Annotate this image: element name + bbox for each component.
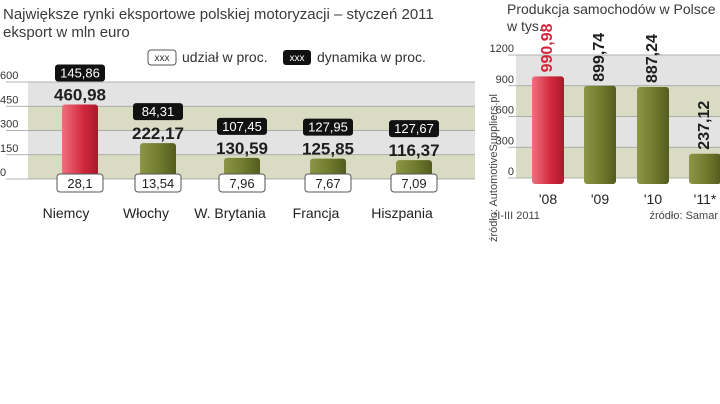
export-legend: xxx udział w proc. xxx dynamika w proc. xyxy=(147,49,426,66)
dynamics-box xyxy=(55,64,105,82)
dynamics-box xyxy=(217,117,267,135)
legend-dynamics-label: dynamika w proc. xyxy=(317,49,426,65)
export-chart-subtitle: eksport w mln euro xyxy=(3,24,130,41)
export-bars: 460,98 145,86 28,1 Niemcy 222,17 84,31 13,54 Wł… xyxy=(43,64,440,221)
category-label: Hiszpania xyxy=(371,205,433,221)
share-box xyxy=(56,173,104,193)
category-label: '10 xyxy=(644,191,662,207)
period-footnote: *I-III 2011 xyxy=(493,210,540,222)
y-tick-label: 900 xyxy=(496,74,514,86)
bar xyxy=(532,76,564,184)
production-chart-title: Produkcja samochodów w Polsce xyxy=(507,1,716,17)
dynamics-label: 127,67 xyxy=(394,121,434,136)
bar-value-label: 990,98 xyxy=(539,23,556,72)
bar-value-label: 130,59 xyxy=(216,139,268,158)
share-label: 13,54 xyxy=(142,176,175,191)
y-tick-label: 1200 xyxy=(490,43,514,55)
bar-value-label: 125,85 xyxy=(302,140,354,159)
dynamics-box xyxy=(133,103,183,121)
bar-value-label: 899,74 xyxy=(591,33,608,82)
bar-value-label: 222,17 xyxy=(132,124,184,143)
y-tick-label: 0 xyxy=(0,167,6,179)
dynamics-label: 84,31 xyxy=(142,104,175,119)
production-chart: Produkcja samochodów w Polsce w tys. 0 30… xyxy=(490,1,720,207)
share-label: 7,09 xyxy=(401,176,426,191)
dynamics-label: 107,45 xyxy=(222,119,262,134)
source-vertical-note: źródło: AutomotiveSuppliers.pl xyxy=(488,94,500,242)
grid-band xyxy=(28,82,475,107)
production-bars: 990,98 '08 899,74 '09 887,24 '10 237,12 '11* xyxy=(532,23,720,207)
share-label: 7,67 xyxy=(315,176,340,191)
share-box xyxy=(218,173,266,193)
share-box xyxy=(390,173,438,193)
y-tick-label: 600 xyxy=(0,70,18,82)
production-chart-subtitle: w tys. xyxy=(506,18,543,34)
legend-dynamics-swatch-text: xxx xyxy=(290,53,305,64)
legend-dynamics-swatch xyxy=(283,50,311,65)
category-label: '11* xyxy=(694,191,717,207)
legend-share-swatch xyxy=(147,49,177,66)
dynamics-label: 145,86 xyxy=(60,65,100,80)
legend-share-swatch-text: xxx xyxy=(155,53,170,64)
share-label: 28,1 xyxy=(67,176,92,191)
dynamics-box xyxy=(389,120,439,138)
bar xyxy=(584,85,616,184)
y-tick-label: 150 xyxy=(0,143,18,155)
bar xyxy=(62,104,98,183)
bar-value-label: 887,24 xyxy=(644,34,661,83)
bar-value-label: 237,12 xyxy=(696,101,713,150)
share-label: 7,96 xyxy=(229,176,254,191)
export-chart-title: Największe rynki eksportowe polskiej mot… xyxy=(3,6,434,23)
category-label: '09 xyxy=(591,191,609,207)
category-label: W. Brytania xyxy=(194,205,266,221)
share-box xyxy=(304,173,352,193)
legend-share-label: udział w proc. xyxy=(182,49,268,65)
share-box xyxy=(134,173,182,193)
category-label: Francja xyxy=(293,205,340,221)
export-chart: Największe rynki eksportowe polskiej mot… xyxy=(0,6,475,221)
bar-value-label: 460,98 xyxy=(54,85,106,104)
bar xyxy=(140,143,176,183)
y-tick-label: 300 xyxy=(496,135,514,147)
category-label: Niemcy xyxy=(43,205,90,221)
y-tick-label: 300 xyxy=(0,119,18,131)
bar xyxy=(637,87,669,184)
source-right-note: źródło: Samar xyxy=(650,210,719,222)
y-tick-label: 0 xyxy=(508,166,514,178)
category-label: Włochy xyxy=(123,205,169,221)
dynamics-box xyxy=(303,118,353,136)
dynamics-label: 127,95 xyxy=(308,120,348,135)
bar-value-label: 116,37 xyxy=(388,141,439,160)
bar xyxy=(689,153,720,184)
y-tick-label: 450 xyxy=(0,94,18,106)
category-label: '08 xyxy=(539,191,557,207)
y-tick-label: 600 xyxy=(496,105,514,117)
